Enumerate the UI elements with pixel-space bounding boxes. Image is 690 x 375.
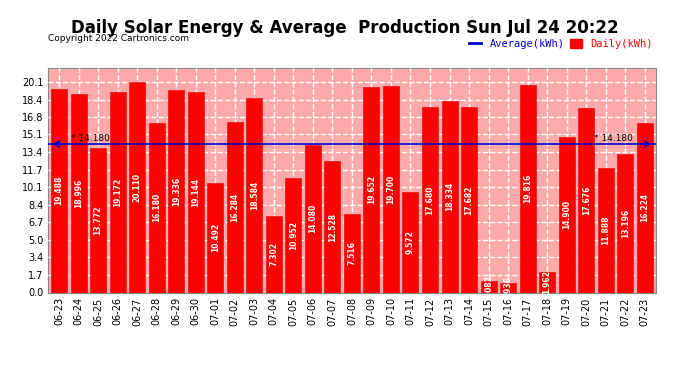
Text: 10.952: 10.952	[289, 221, 298, 250]
Text: 19.700: 19.700	[386, 175, 395, 204]
Bar	[402, 192, 418, 292]
Text: 1.082: 1.082	[484, 275, 493, 299]
Text: * 14.180: * 14.180	[594, 134, 633, 142]
Text: Daily Solar Energy & Average  Production Sun Jul 24 20:22: Daily Solar Energy & Average Production …	[71, 19, 619, 37]
Text: 14.080: 14.080	[308, 204, 317, 234]
Bar	[618, 154, 633, 292]
Text: 0.936: 0.936	[504, 276, 513, 300]
Bar	[442, 100, 457, 292]
Text: 19.336: 19.336	[172, 177, 181, 206]
Text: 16.180: 16.180	[152, 193, 161, 222]
Bar	[637, 123, 653, 292]
Bar	[129, 82, 145, 292]
Text: 19.488: 19.488	[55, 176, 63, 205]
Text: 20.110: 20.110	[132, 173, 141, 202]
Bar	[344, 214, 360, 292]
Bar	[500, 283, 516, 292]
Text: * 14.180: * 14.180	[71, 134, 110, 142]
Bar	[207, 183, 224, 292]
Bar	[227, 122, 243, 292]
Text: 18.334: 18.334	[445, 182, 454, 211]
Text: 18.996: 18.996	[74, 178, 83, 208]
Bar	[305, 145, 321, 292]
Text: Copyright 2022 Cartronics.com: Copyright 2022 Cartronics.com	[48, 34, 189, 43]
Legend: Average(kWh), Daily(kWh): Average(kWh), Daily(kWh)	[464, 35, 657, 54]
Bar	[188, 92, 204, 292]
Text: 1.962: 1.962	[542, 270, 551, 294]
Bar	[246, 98, 262, 292]
Text: 17.682: 17.682	[464, 185, 473, 214]
Text: 7.516: 7.516	[347, 241, 357, 265]
Text: 16.224: 16.224	[640, 193, 649, 222]
Text: 19.172: 19.172	[113, 177, 122, 207]
Text: 19.816: 19.816	[523, 174, 532, 203]
Text: 13.196: 13.196	[621, 209, 630, 238]
Bar	[286, 178, 302, 292]
Text: 19.144: 19.144	[191, 178, 200, 207]
Text: 12.528: 12.528	[328, 212, 337, 242]
Bar	[422, 108, 438, 292]
Bar	[266, 216, 282, 292]
Bar	[461, 108, 477, 292]
Bar	[364, 87, 380, 292]
Text: 10.492: 10.492	[210, 223, 219, 252]
Bar	[539, 272, 555, 292]
Text: 13.772: 13.772	[94, 206, 103, 235]
Text: 7.302: 7.302	[269, 242, 278, 266]
Bar	[598, 168, 613, 292]
Bar	[383, 86, 399, 292]
Text: 17.676: 17.676	[582, 185, 591, 215]
Text: 16.284: 16.284	[230, 193, 239, 222]
Text: 18.584: 18.584	[250, 181, 259, 210]
Bar	[168, 90, 184, 292]
Bar	[520, 85, 535, 292]
Text: 9.572: 9.572	[406, 231, 415, 254]
Bar	[148, 123, 165, 292]
Text: 14.900: 14.900	[562, 200, 571, 229]
Bar	[559, 136, 575, 292]
Text: 19.652: 19.652	[367, 175, 376, 204]
Bar	[324, 161, 340, 292]
Bar	[480, 281, 497, 292]
Text: 17.680: 17.680	[426, 185, 435, 214]
Text: 11.888: 11.888	[601, 216, 610, 245]
Bar	[90, 148, 106, 292]
Bar	[578, 108, 594, 292]
Bar	[51, 88, 67, 292]
Bar	[70, 94, 86, 292]
Bar	[110, 92, 126, 292]
